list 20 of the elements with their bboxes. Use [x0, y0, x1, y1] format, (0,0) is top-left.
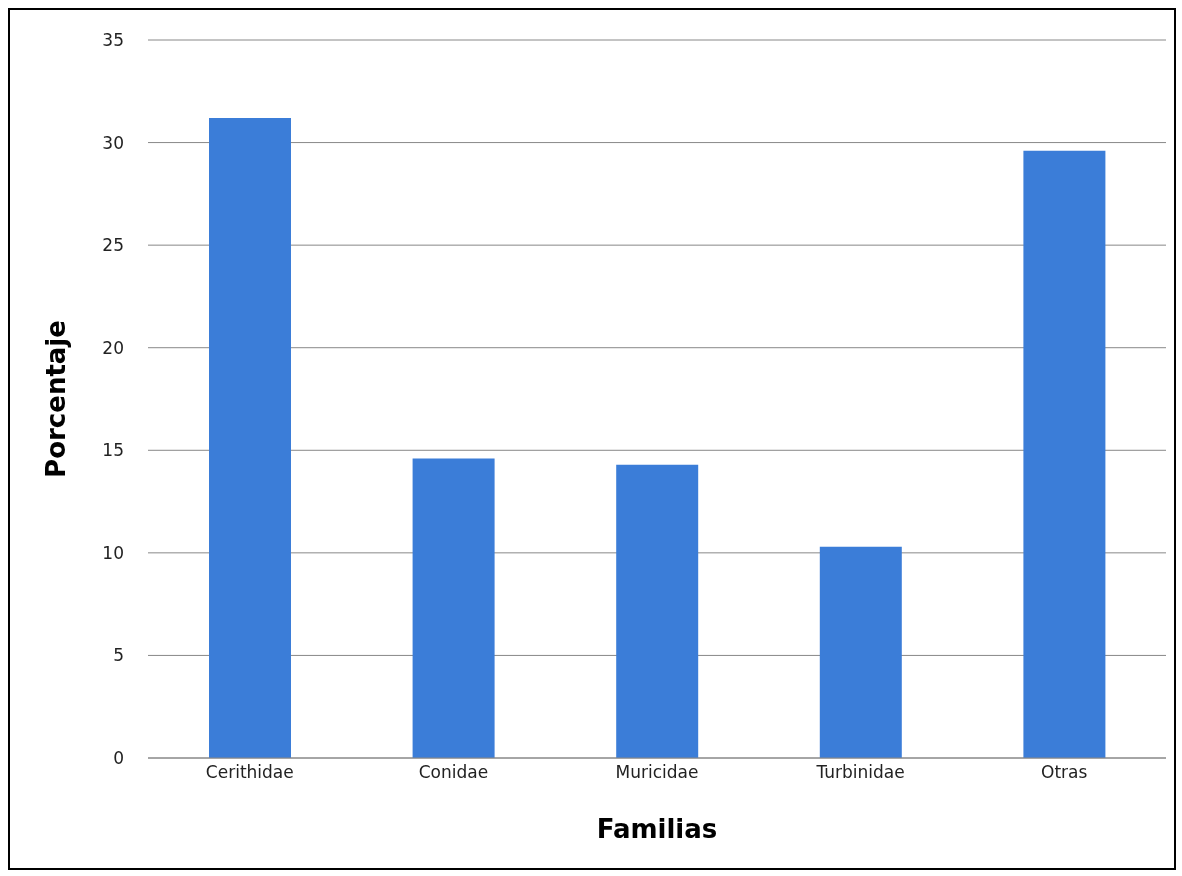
bar	[819, 546, 902, 758]
y-tick-label: 30	[102, 132, 124, 153]
bar	[209, 117, 291, 758]
y-tick-label: 25	[102, 235, 124, 256]
bar	[616, 464, 699, 758]
y-tick-label: 10	[102, 542, 124, 563]
x-tick-label: Otras	[1041, 762, 1088, 783]
x-tick-label: Turbinidae	[815, 762, 905, 783]
y-tick-label: 20	[102, 337, 124, 358]
x-tick-label: Conidae	[418, 762, 489, 783]
y-tick-label: 35	[102, 30, 124, 51]
x-tick-label: Cerithidae	[205, 762, 294, 783]
x-tick-label: Muricidae	[615, 762, 699, 783]
y-tick-label: 5	[113, 645, 124, 666]
x-axis-title: Familias	[596, 814, 718, 844]
y-tick-label: 15	[102, 440, 124, 461]
bar	[1023, 150, 1106, 758]
y-axis-title: Porcentaje	[41, 320, 72, 478]
y-tick-label: 0	[113, 748, 124, 769]
bar	[412, 458, 495, 758]
